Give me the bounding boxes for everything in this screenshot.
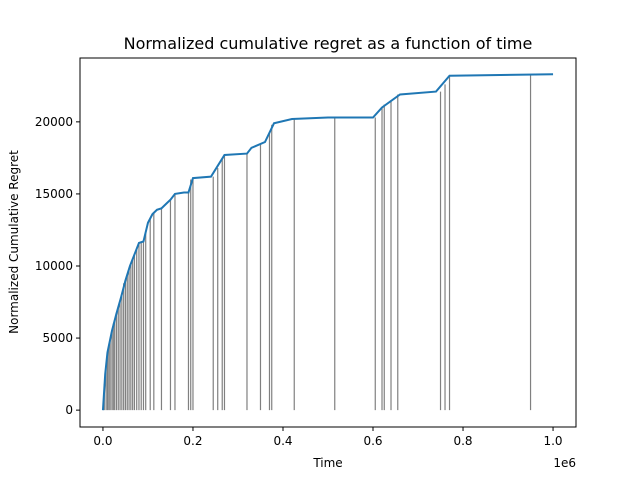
y-tick-label: 10000 — [35, 259, 73, 273]
y-axis-label: Normalized Cumulative Regret — [7, 150, 21, 334]
data-line — [101, 73, 554, 411]
x-tick-label: 1.0 — [543, 434, 562, 448]
x-tick-label: 0.0 — [93, 434, 112, 448]
chart-title: Normalized cumulative regret as a functi… — [124, 34, 533, 53]
x-offset-label: 1e6 — [553, 456, 576, 470]
y-tick-label: 20000 — [35, 115, 73, 129]
x-axis-label: Time — [312, 456, 342, 470]
plot-frame — [79, 57, 577, 428]
y-tick-label: 5000 — [42, 331, 73, 345]
y-tick-label: 0 — [65, 403, 73, 417]
x-tick-label: 0.4 — [273, 434, 292, 448]
x-tick-label: 0.2 — [183, 434, 202, 448]
x-tick-label: 0.6 — [363, 434, 382, 448]
y-tick-label: 15000 — [35, 187, 73, 201]
x-tick-label: 0.8 — [453, 434, 472, 448]
